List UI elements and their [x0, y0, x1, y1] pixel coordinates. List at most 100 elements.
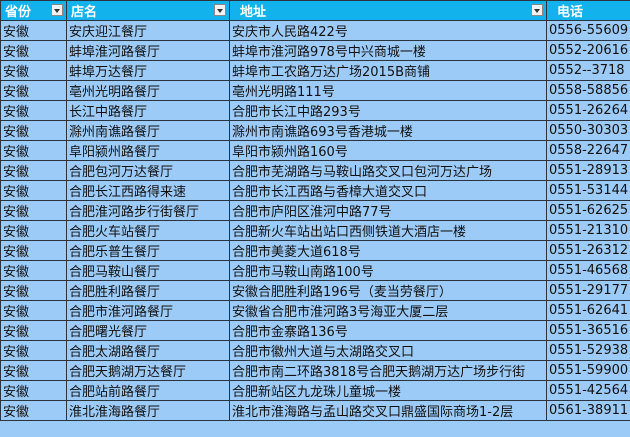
table-row: 安徽 滁州南谯路餐厅 滁州市南谯路693号香港城一楼 0550-30303 — [0, 120, 630, 141]
cell-province[interactable]: 安徽 — [0, 280, 67, 301]
cell-address[interactable]: 亳州光明路111号 — [229, 80, 547, 101]
cell-store-name[interactable]: 合肥曙光餐厅 — [66, 320, 230, 341]
cell-store-name[interactable]: 合肥站前路餐厅 — [66, 380, 230, 401]
cell-phone[interactable]: 0551-62641 — [546, 300, 630, 321]
cell-address[interactable]: 阜阳市颍州路160号 — [229, 140, 547, 161]
header-row: 省份 店名 地址 电话 — [0, 0, 630, 21]
table-row: 安徽 合肥天鹅湖万达餐厅 合肥市南二环路3818号合肥天鹅湖万达广场步行街 0551-… — [0, 360, 630, 381]
cell-phone[interactable]: 0551-52938 — [546, 340, 630, 361]
cell-phone[interactable]: 0551-53144 — [546, 180, 630, 201]
cell-province[interactable]: 安徽 — [0, 260, 67, 281]
cell-phone[interactable]: 0556-55609 — [546, 20, 630, 41]
cell-store-name[interactable]: 合肥包河万达餐厅 — [66, 160, 230, 181]
filter-dropdown-icon[interactable] — [531, 4, 543, 16]
cell-address[interactable]: 合肥市长江中路293号 — [229, 100, 547, 121]
cell-province[interactable]: 安徽 — [0, 220, 67, 241]
cell-store-name[interactable]: 长江中路餐厅 — [66, 100, 230, 121]
cell-province[interactable]: 安徽 — [0, 180, 67, 201]
cell-store-name[interactable]: 合肥马鞍山餐厅 — [66, 260, 230, 281]
cell-phone[interactable]: 0551-26264 — [546, 100, 630, 121]
cell-store-name[interactable]: 合肥火车站餐厅 — [66, 220, 230, 241]
cell-store-name[interactable]: 阜阳颍州路餐厅 — [66, 140, 230, 161]
cell-province[interactable]: 安徽 — [0, 120, 67, 141]
table-row: 安徽 合肥马鞍山餐厅 合肥市马鞍山南路100号 0551-46568 — [0, 260, 630, 281]
cell-phone[interactable]: 0551-42564 — [546, 380, 630, 401]
cell-phone[interactable]: 0551-46568 — [546, 260, 630, 281]
cell-phone[interactable]: 0558-22647 — [546, 140, 630, 161]
cell-address[interactable]: 合肥市马鞍山南路100号 — [229, 260, 547, 281]
cell-address[interactable]: 合肥市南二环路3818号合肥天鹅湖万达广场步行街 — [229, 360, 547, 381]
table-row: 安徽 蚌埠万达餐厅 蚌埠市工农路万达广场2015B商铺 0552--3718 — [0, 60, 630, 81]
cell-province[interactable]: 安徽 — [0, 100, 67, 121]
cell-store-name[interactable]: 合肥太湖路餐厅 — [66, 340, 230, 361]
cell-phone[interactable]: 0551-36516 — [546, 320, 630, 341]
cell-phone[interactable]: 0551-62625 — [546, 200, 630, 221]
cell-province[interactable]: 安徽 — [0, 340, 67, 361]
cell-province[interactable]: 安徽 — [0, 60, 67, 81]
table-row: 安徽 合肥包河万达餐厅 合肥市芜湖路与马鞍山路交叉口包河万达广场 0551-28913 — [0, 160, 630, 181]
cell-store-name[interactable]: 合肥天鹅湖万达餐厅 — [66, 360, 230, 381]
cell-address[interactable]: 安徽省合肥市淮河路3号海亚大厦二层 — [229, 300, 547, 321]
cell-address[interactable]: 蚌埠市淮河路978号中兴商城一楼 — [229, 40, 547, 61]
cell-store-name[interactable]: 合肥胜利路餐厅 — [66, 280, 230, 301]
cell-store-name[interactable]: 蚌埠万达餐厅 — [66, 60, 230, 81]
cell-store-name[interactable]: 合肥淮河路步行街餐厅 — [66, 200, 230, 221]
cell-phone[interactable]: 0551-29177 — [546, 280, 630, 301]
cell-address[interactable]: 合肥市庐阳区淮河中路77号 — [229, 200, 547, 221]
cell-address[interactable]: 安徽合肥胜利路196号（麦当劳餐厅） — [229, 280, 547, 301]
table-row: 安徽 合肥曙光餐厅 合肥市金寨路136号 0551-36516 — [0, 320, 630, 341]
cell-address[interactable]: 合肥新站区九龙珠儿童城一楼 — [229, 380, 547, 401]
table-row: 安徽 合肥站前路餐厅 合肥新站区九龙珠儿童城一楼 0551-42564 — [0, 380, 630, 401]
cell-address[interactable]: 合肥市长江西路与香樟大道交叉口 — [229, 180, 547, 201]
cell-province[interactable]: 安徽 — [0, 20, 67, 41]
cell-province[interactable]: 安徽 — [0, 200, 67, 221]
cell-address[interactable]: 蚌埠市工农路万达广场2015B商铺 — [229, 60, 547, 81]
cell-address[interactable]: 合肥市美菱大道618号 — [229, 240, 547, 261]
cell-province[interactable]: 安徽 — [0, 400, 67, 421]
cell-phone[interactable]: 0552--3718 — [546, 60, 630, 81]
cell-province[interactable]: 安徽 — [0, 360, 67, 381]
cell-address[interactable]: 安庆市人民路422号 — [229, 20, 547, 41]
cell-phone[interactable]: 0551-28913 — [546, 160, 630, 181]
cell-province[interactable]: 安徽 — [0, 80, 67, 101]
header-province[interactable]: 省份 — [0, 0, 67, 21]
cell-address[interactable]: 合肥新火车站出站口西侧铁道大酒店一楼 — [229, 220, 547, 241]
cell-province[interactable]: 安徽 — [0, 160, 67, 181]
header-store-name[interactable]: 店名 — [66, 0, 230, 21]
cell-phone[interactable]: 0551-26312 — [546, 240, 630, 261]
cell-address[interactable]: 滁州市南谯路693号香港城一楼 — [229, 120, 547, 141]
cell-store-name[interactable]: 合肥乐普生餐厅 — [66, 240, 230, 261]
cell-phone[interactable]: 0558-58856 — [546, 80, 630, 101]
cell-address[interactable]: 合肥市金寨路136号 — [229, 320, 547, 341]
table-row: 安徽 合肥淮河路步行街餐厅 合肥市庐阳区淮河中路77号 0551-62625 — [0, 200, 630, 221]
filter-dropdown-icon[interactable] — [214, 4, 226, 16]
cell-phone[interactable]: 0550-30303 — [546, 120, 630, 141]
cell-province[interactable]: 安徽 — [0, 320, 67, 341]
table-row: 安徽 合肥市淮河路餐厅 安徽省合肥市淮河路3号海亚大厦二层 0551-62641 — [0, 300, 630, 321]
cell-store-name[interactable]: 蚌埠淮河路餐厅 — [66, 40, 230, 61]
cell-province[interactable]: 安徽 — [0, 40, 67, 61]
filter-dropdown-icon[interactable] — [51, 4, 63, 16]
cell-province[interactable]: 安徽 — [0, 140, 67, 161]
table-row: 安徽 合肥长江西路得来速 合肥市长江西路与香樟大道交叉口 0551-53144 — [0, 180, 630, 201]
table-row: 安徽 亳州光明路餐厅 亳州光明路111号 0558-58856 — [0, 80, 630, 101]
cell-store-name[interactable]: 合肥市淮河路餐厅 — [66, 300, 230, 321]
cell-phone[interactable]: 0561-38911 — [546, 400, 630, 421]
cell-phone[interactable]: 0552-20616 — [546, 40, 630, 61]
cell-address[interactable]: 淮北市淮海路与孟山路交叉口鼎盛国际商场1-2层 — [229, 400, 547, 421]
cell-store-name[interactable]: 安庆迎江餐厅 — [66, 20, 230, 41]
cell-address[interactable]: 合肥市芜湖路与马鞍山路交叉口包河万达广场 — [229, 160, 547, 181]
cell-store-name[interactable]: 滁州南谯路餐厅 — [66, 120, 230, 141]
cell-store-name[interactable]: 淮北淮海路餐厅 — [66, 400, 230, 421]
cell-address[interactable]: 合肥市徽州大道与太湖路交叉口 — [229, 340, 547, 361]
cell-province[interactable]: 安徽 — [0, 240, 67, 261]
cell-province[interactable]: 安徽 — [0, 300, 67, 321]
cell-store-name[interactable]: 亳州光明路餐厅 — [66, 80, 230, 101]
cell-phone[interactable]: 0551-59900 — [546, 360, 630, 381]
table-row: 安徽 合肥胜利路餐厅 安徽合肥胜利路196号（麦当劳餐厅） 0551-29177 — [0, 280, 630, 301]
header-phone[interactable]: 电话 — [546, 0, 630, 21]
cell-phone[interactable]: 0551-21310 — [546, 220, 630, 241]
cell-store-name[interactable]: 合肥长江西路得来速 — [66, 180, 230, 201]
header-address[interactable]: 地址 — [229, 0, 547, 21]
cell-province[interactable]: 安徽 — [0, 380, 67, 401]
